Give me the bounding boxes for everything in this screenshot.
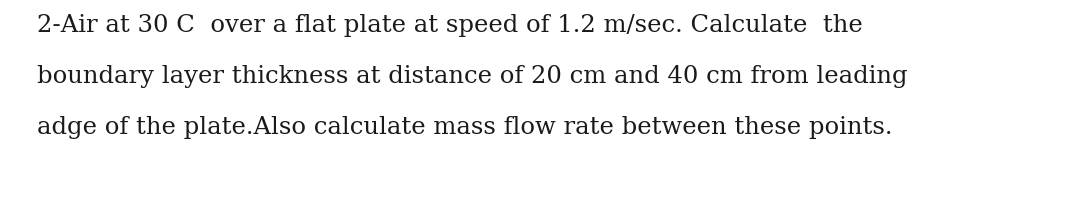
Text: boundary layer thickness at distance of 20 cm and 40 cm from leading: boundary layer thickness at distance of … [37, 65, 907, 88]
Text: 2-Air at 30 C  over a flat plate at speed of 1.2 m/sec. Calculate  the: 2-Air at 30 C over a flat plate at speed… [37, 14, 863, 37]
Text: adge of the plate.Also calculate mass flow rate between these points.: adge of the plate.Also calculate mass fl… [37, 116, 892, 139]
